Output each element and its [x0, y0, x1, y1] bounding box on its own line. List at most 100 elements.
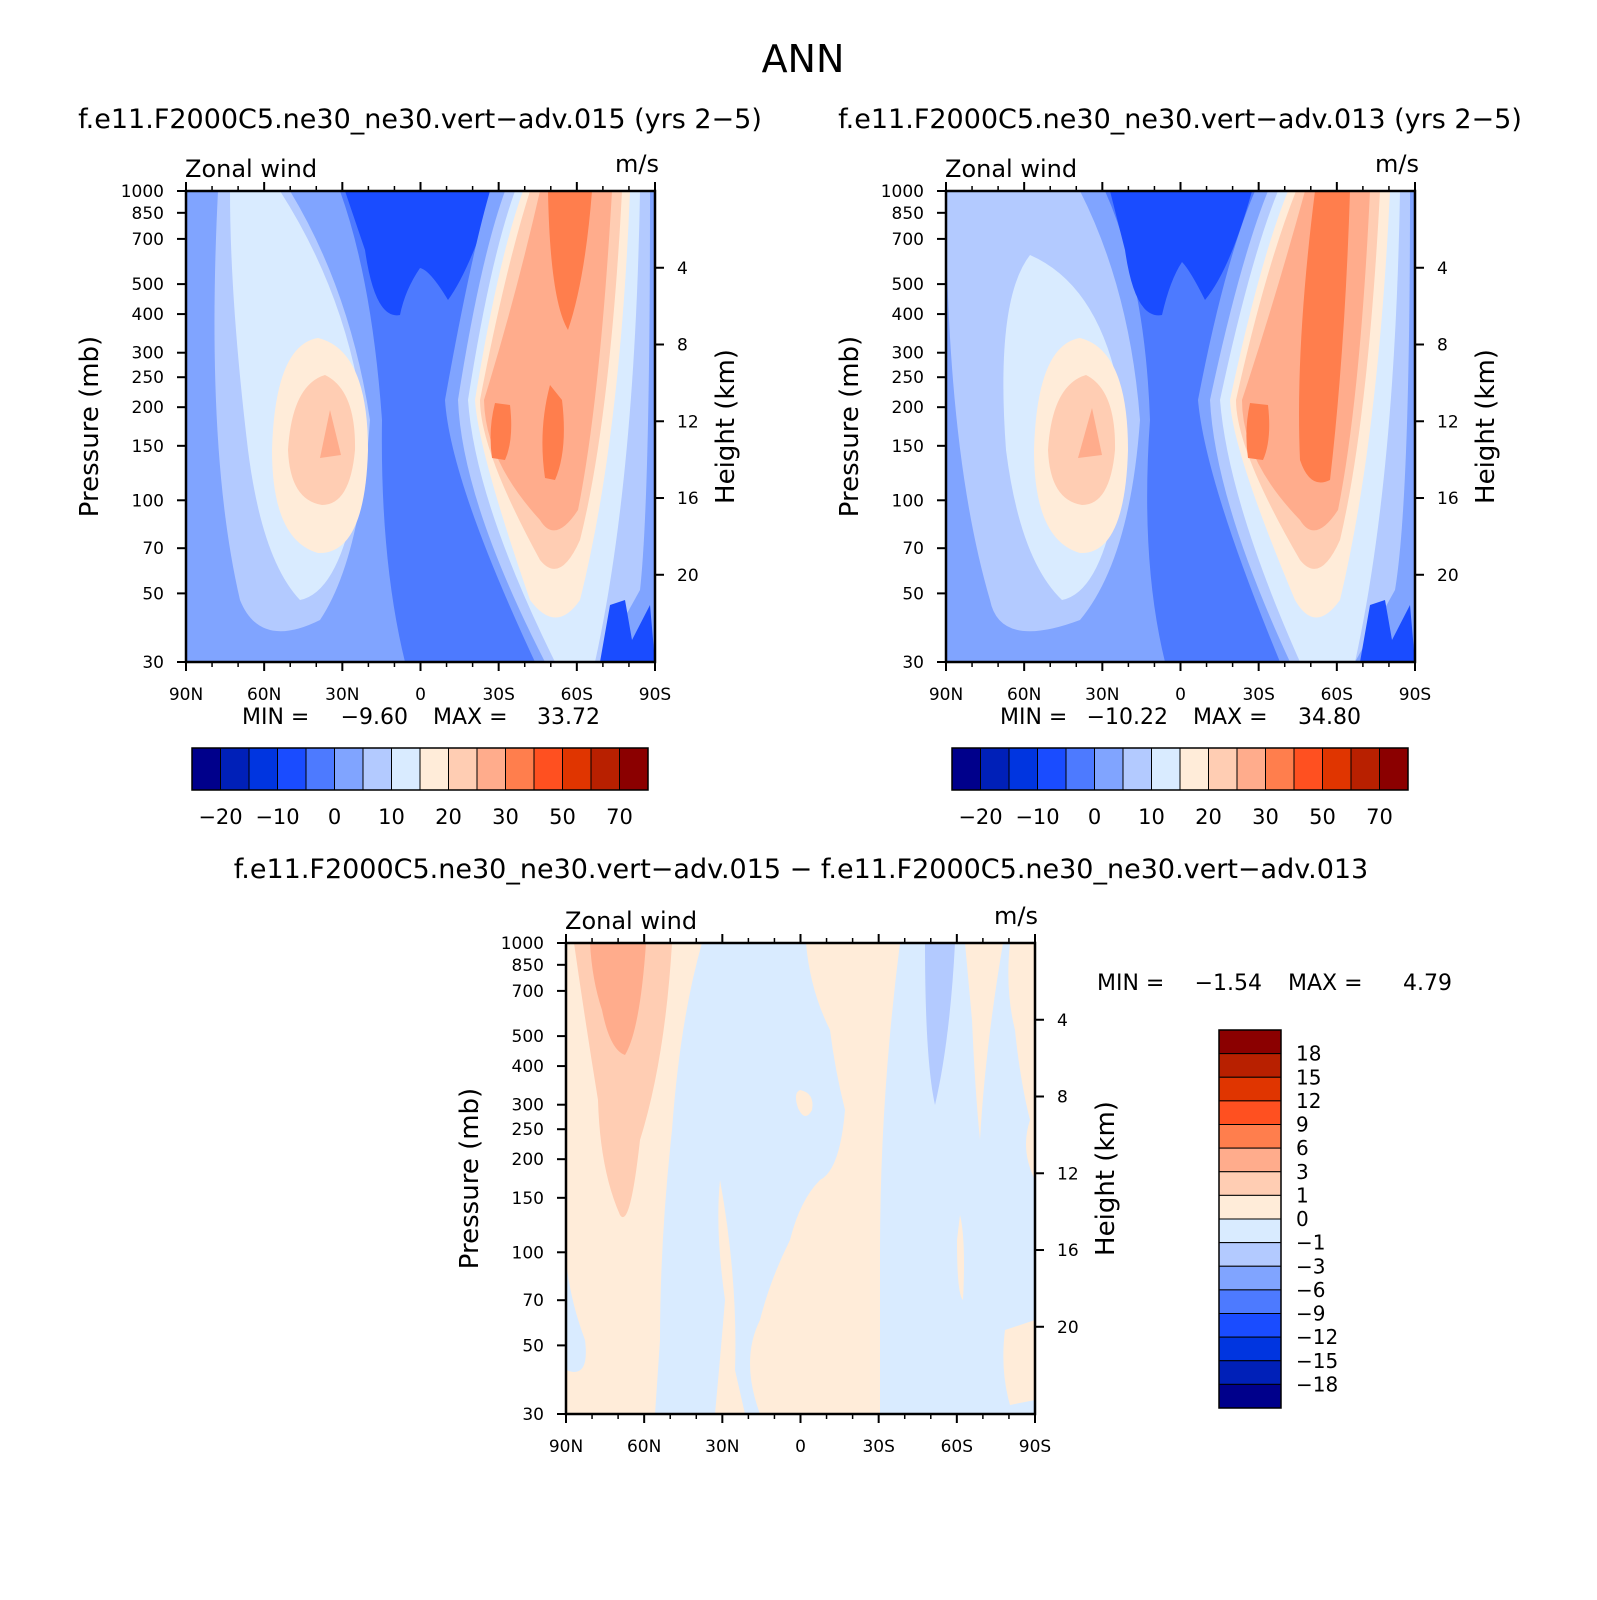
- y-tick-label: 50: [522, 1336, 544, 1356]
- y-tick-label: 150: [512, 1189, 544, 1209]
- y-tick-label: 850: [892, 204, 924, 224]
- colorbar-box: [1322, 747, 1352, 791]
- y-tick-label: 30: [522, 1405, 544, 1425]
- y-tick-label: 400: [892, 305, 924, 325]
- y2-tick-label: 20: [1437, 566, 1459, 586]
- colorbar-box: [1122, 747, 1152, 791]
- x-tick-label: 90N: [169, 685, 203, 705]
- min-value: −9.60: [341, 705, 408, 730]
- colorbar-label: −15: [1296, 1349, 1338, 1373]
- colorbar-label: 10: [1138, 805, 1165, 829]
- y2-tick-label: 8: [677, 336, 688, 356]
- colorbar-box: [476, 747, 506, 791]
- x-tick-label: 30N: [705, 1437, 739, 1457]
- colorbar-box: [1218, 1053, 1282, 1078]
- y-tick-label: 70: [902, 539, 924, 559]
- contour-deep-blue: [345, 191, 495, 316]
- max-value: 34.80: [1298, 705, 1361, 730]
- colorbar-label: 30: [1252, 805, 1279, 829]
- contour-orange-south: [1246, 191, 1350, 483]
- x-tick-label: 60N: [627, 1437, 661, 1457]
- y2-tick-label: 12: [1057, 1164, 1079, 1184]
- max-label: MAX =: [1288, 971, 1363, 996]
- y-tick-label: 850: [132, 204, 164, 224]
- x-tick-label: 90N: [929, 685, 963, 705]
- x-tick-label: 30N: [1085, 685, 1119, 705]
- contour-field: [186, 191, 655, 662]
- colorbar-box: [1218, 1313, 1282, 1338]
- y2-tick-label: 12: [1437, 412, 1459, 432]
- y-tick-label: 400: [512, 1057, 544, 1077]
- colorbar-box: [1218, 1265, 1282, 1291]
- colorbar-label: 0: [328, 805, 341, 829]
- min-label: MIN =: [1097, 971, 1164, 996]
- colorbar-box: [448, 747, 478, 791]
- panel-title: f.e11.F2000C5.ne30_ne30.vert−adv.015 (yr…: [78, 104, 762, 135]
- colorbar-box: [1218, 1242, 1282, 1267]
- colorbar-box: [1037, 747, 1067, 791]
- contour-positive-sh-thin: [957, 1215, 964, 1300]
- colorbar-box: [277, 747, 307, 791]
- colorbar-box: [1218, 1194, 1282, 1220]
- colorbar-box: [980, 747, 1010, 791]
- x-tick-label: 60S: [561, 685, 593, 705]
- colorbar-label: 18: [1296, 1042, 1321, 1066]
- min-value: −1.54: [1195, 971, 1262, 996]
- axes-top-right: 90N 60N 30N 0 30S 60S 90S 30 50 70 100 150 200 250 300…: [835, 182, 1501, 705]
- y-tick-label: 1000: [121, 182, 164, 202]
- colorbar-top-right: −20 −10 0 10 20 30 50 70: [951, 747, 1409, 829]
- y2-tick-label: 12: [677, 412, 699, 432]
- colorbar-box: [951, 747, 981, 791]
- y-axis-label: Pressure (mb): [75, 336, 105, 517]
- contour-deep-blue: [1110, 191, 1252, 316]
- colorbar-box: [1218, 1218, 1282, 1244]
- colorbar-label: −6: [1296, 1278, 1325, 1302]
- colorbar-box: [1218, 1383, 1282, 1409]
- contour-positive-nh-3: [590, 943, 646, 1055]
- colorbar-label: −10: [255, 805, 299, 829]
- colorbar-label: 50: [1309, 805, 1336, 829]
- colorbar-label: 20: [1195, 805, 1222, 829]
- x-tick-label: 90N: [549, 1437, 583, 1457]
- y-tick-label: 300: [892, 344, 924, 364]
- max-label: MAX =: [433, 705, 508, 730]
- y-tick-label: 500: [512, 1027, 544, 1047]
- figure-title: ANN: [762, 37, 845, 81]
- contour-deep-blue-sfc: [600, 600, 655, 662]
- x-tick-label: 90S: [1019, 1437, 1051, 1457]
- units-label: m/s: [994, 902, 1038, 930]
- colorbar-label: 50: [549, 805, 576, 829]
- max-value: 4.79: [1403, 971, 1452, 996]
- colorbar-box: [1008, 747, 1038, 791]
- colorbar-label: 12: [1296, 1089, 1321, 1113]
- colorbar-label: 20: [435, 805, 462, 829]
- axes-top-left: 90N 60N 30N 0 30S 60S 90S 30 50 70 100 150 200 250 300…: [75, 182, 741, 705]
- contour-negative-sh: [925, 943, 955, 1105]
- colorbar-top-left: −20 −10 0 10 20 30 50 70: [191, 747, 649, 829]
- colorbar-label: −20: [198, 805, 242, 829]
- colorbar-box: [1218, 1336, 1282, 1362]
- contour-positive-small-1: [795, 1090, 813, 1117]
- colorbar-box: [1094, 747, 1124, 791]
- x-tick-label: 60S: [941, 1437, 973, 1457]
- colorbar-box: [1179, 747, 1209, 791]
- y-tick-label: 30: [902, 653, 924, 673]
- y-tick-label: 400: [132, 305, 164, 325]
- colorbar-box: [1265, 747, 1295, 791]
- y-tick-label: 150: [132, 437, 164, 457]
- y2-tick-label: 20: [1057, 1318, 1079, 1338]
- y-tick-label: 100: [512, 1243, 544, 1263]
- y-tick-label: 300: [512, 1096, 544, 1116]
- min-label: MIN =: [1000, 705, 1067, 730]
- contour-field: [566, 943, 1035, 1414]
- y-tick-label: 250: [132, 368, 164, 388]
- colorbar-label: 6: [1296, 1136, 1309, 1160]
- y-tick-label: 70: [142, 539, 164, 559]
- y2-tick-label: 4: [1437, 259, 1448, 279]
- colorbar-box: [419, 747, 449, 791]
- y2-tick-label: 16: [1437, 489, 1459, 509]
- colorbar-label: −9: [1296, 1302, 1325, 1326]
- colorbar-box: [1218, 1100, 1282, 1125]
- min-label: MIN =: [242, 705, 309, 730]
